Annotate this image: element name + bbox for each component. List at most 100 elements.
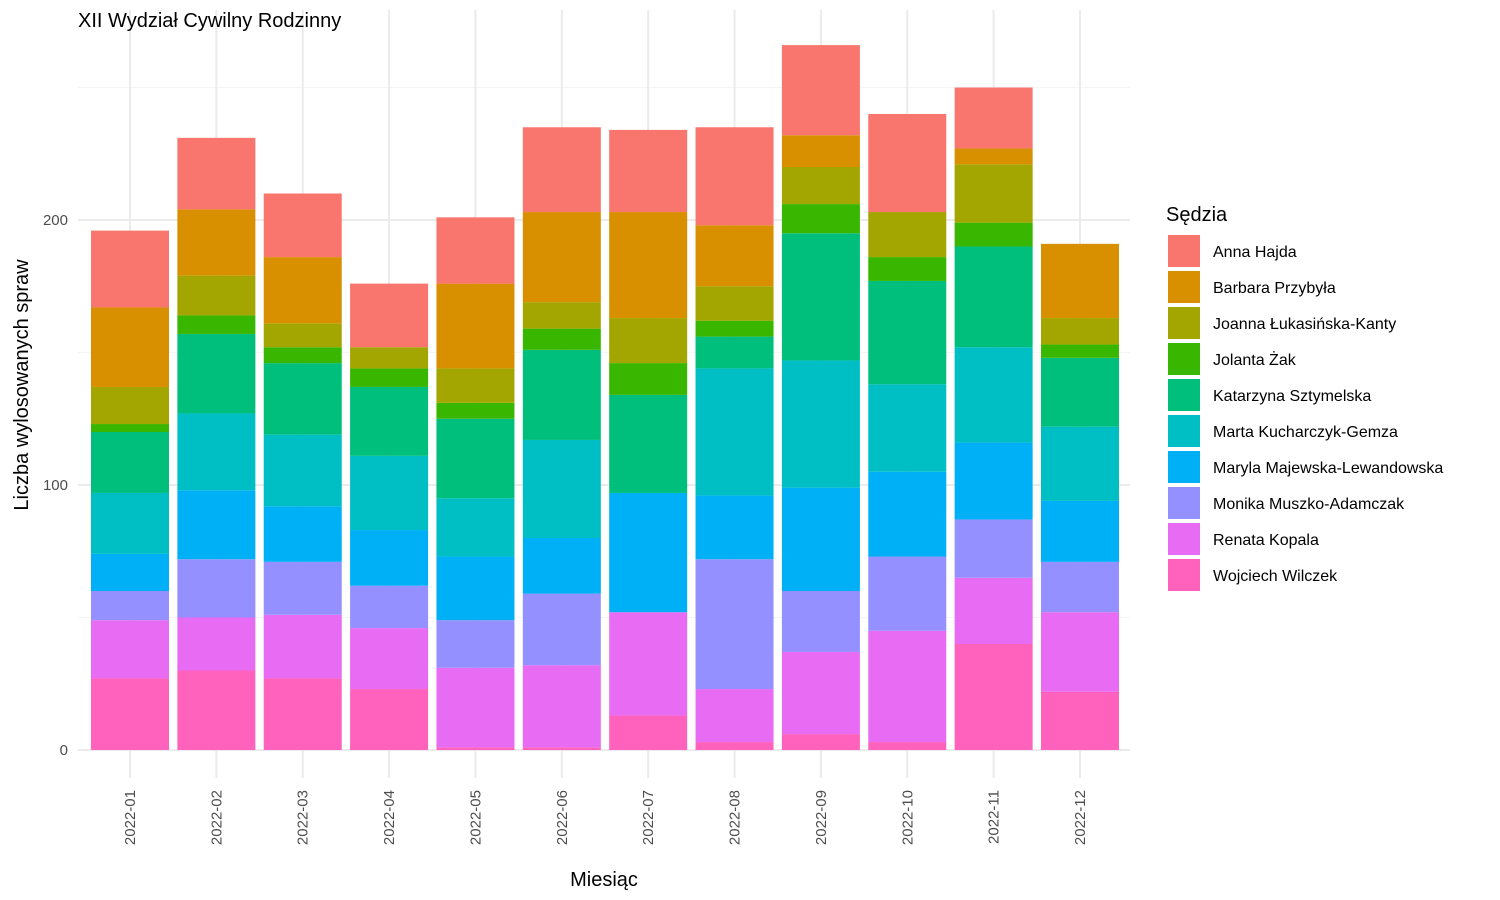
bar-segment (609, 212, 688, 319)
bar-segment (868, 384, 947, 472)
bar-segment (868, 630, 947, 743)
bar-segment (350, 386, 429, 456)
bar-segment (177, 413, 256, 491)
bar-segment (436, 402, 515, 419)
bar-segment (177, 333, 256, 414)
bar-segment (177, 490, 256, 560)
legend-swatch (1168, 235, 1200, 267)
bar-segment (1041, 318, 1119, 345)
bar-segment (350, 585, 429, 629)
bar-segment (954, 246, 1033, 348)
x-tick-label: 2022-08 (727, 790, 744, 845)
bar-segment (1041, 357, 1119, 427)
legend-label: Barbara Przybyła (1213, 280, 1336, 297)
bar-segment (177, 209, 256, 276)
bar-segment (609, 363, 688, 395)
y-tick-label: 100 (43, 477, 68, 494)
bar-segment (954, 519, 1033, 578)
bar-segment (91, 678, 169, 750)
x-tick-label: 2022-05 (467, 790, 484, 845)
legend-swatch (1168, 343, 1200, 375)
bar-segment (177, 617, 256, 671)
bar-segment (91, 591, 169, 621)
bar-segment (263, 614, 342, 679)
bar-segment (91, 432, 169, 493)
bar-segment (91, 424, 169, 432)
bar-segment (954, 222, 1033, 247)
bar-segment (436, 418, 515, 499)
bar-segment (522, 328, 601, 350)
bar-segment (695, 742, 774, 750)
bar-segment (695, 559, 774, 690)
legend-swatch (1168, 379, 1200, 411)
bar-segment (522, 302, 601, 329)
bar-segment (436, 283, 515, 369)
bar-segment (177, 275, 256, 316)
bar-segment (522, 593, 601, 666)
bar-segment (695, 495, 774, 560)
bar-segment (522, 439, 601, 538)
y-tick-label: 0 (60, 742, 68, 759)
legend-label: Jolanta Żak (1213, 350, 1297, 369)
bar-segment (91, 620, 169, 679)
bar-segment (263, 561, 342, 615)
bar-segment (781, 487, 860, 591)
bar-segment (177, 559, 256, 618)
bar-segment (436, 747, 515, 750)
bar-segment (522, 538, 601, 594)
bar-segment (609, 394, 688, 493)
bar-segment (868, 471, 947, 557)
y-axis-title: Liczba wylosowanych spraw (11, 259, 33, 511)
bar-segment (91, 307, 169, 387)
bar-segment (1041, 344, 1119, 358)
bar-segment (436, 217, 515, 284)
legend-label: Joanna Łukasińska-Kanty (1213, 316, 1396, 333)
bar-segment (954, 164, 1033, 223)
bar-segment (868, 556, 947, 631)
bar-segment (522, 127, 601, 213)
bar-segment (868, 280, 947, 385)
bar-segment (522, 665, 601, 748)
bar-segment (954, 442, 1033, 520)
x-tick-label: 2022-11 (986, 790, 1003, 844)
x-tick-label: 2022-09 (813, 790, 830, 845)
bar-segment (263, 434, 342, 507)
bar-segment (350, 455, 429, 531)
bar-segment (781, 360, 860, 488)
legend-swatch (1168, 307, 1200, 339)
legend-label: Katarzyna Sztymelska (1213, 388, 1371, 405)
bar-segment (91, 553, 169, 591)
bar-segment (263, 678, 342, 750)
bar-segment (1041, 561, 1119, 613)
bar-segment (954, 87, 1033, 149)
legend-label: Monika Muszko-Adamczak (1213, 496, 1405, 513)
bar-segment (91, 230, 169, 308)
bar-segment (263, 257, 342, 324)
bar-segment (609, 318, 688, 364)
legend: Sędzia Anna Hajda Barbara Przybyła Joanna … (1166, 204, 1443, 591)
bar-segment (522, 747, 601, 750)
legend-title: Sędzia (1166, 204, 1228, 226)
bar-segment (177, 137, 256, 210)
bar-segment (781, 591, 860, 652)
bar-segment (91, 492, 169, 554)
y-tick-label: 200 (43, 212, 68, 229)
bar-segment (91, 386, 169, 425)
bar-segment (263, 363, 342, 435)
bar-segment (522, 349, 601, 440)
x-tick-label: 2022-10 (899, 790, 916, 845)
legend-swatch (1168, 523, 1200, 555)
bar-segment (609, 612, 688, 716)
x-axis: 2022-01 2022-02 2022-03 2022-04 2022-05 2022-… (122, 790, 1089, 845)
y-axis: 0 100 200 (43, 212, 68, 759)
bar-segment (436, 368, 515, 403)
bar-segment (350, 689, 429, 750)
bar-segment (868, 742, 947, 750)
legend-label: Anna Hajda (1213, 244, 1297, 261)
bar-segment (868, 257, 947, 281)
x-tick-label: 2022-07 (640, 790, 657, 845)
legend-label: Marta Kucharczyk-Gemza (1213, 424, 1398, 441)
bar-segment (781, 651, 860, 735)
bar-segment (609, 715, 688, 750)
